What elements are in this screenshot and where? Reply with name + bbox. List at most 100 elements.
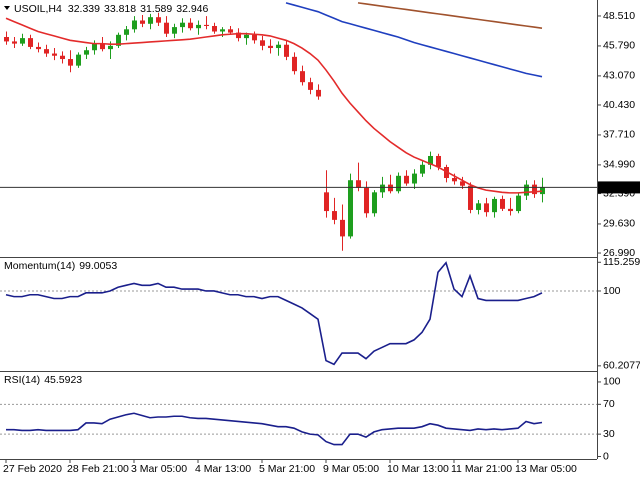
- y-tick-label: 115.2599: [603, 256, 640, 268]
- y-tick-label: 100: [603, 376, 621, 388]
- candle-body: [492, 198, 497, 213]
- indicator-value: 99.0053: [79, 260, 117, 272]
- indicator-title: Momentum(14): [4, 260, 75, 272]
- candle-body: [140, 20, 145, 24]
- main-header: USOIL,H4 32.339 33.818 31.589 32.946: [14, 3, 209, 15]
- candle-body: [164, 22, 169, 34]
- moving-average: [285, 2, 543, 78]
- candle-body: [148, 17, 153, 24]
- y-tick-label: 70: [603, 398, 615, 410]
- momentum-header: Momentum(14) 99.0053: [4, 260, 117, 272]
- low-value: 31.589: [140, 3, 172, 15]
- close-value: 32.946: [176, 3, 208, 15]
- candle-body: [132, 20, 137, 30]
- candle-body: [524, 184, 529, 196]
- candle-body: [180, 22, 185, 28]
- candle-body: [268, 45, 273, 49]
- x-tick-label: 27 Feb 2020: [3, 463, 62, 475]
- candle-body: [52, 53, 57, 56]
- candle-body: [388, 184, 393, 192]
- candle-body: [44, 49, 49, 54]
- candle-body: [516, 195, 521, 212]
- indicator-line: [6, 412, 543, 446]
- candle-body: [452, 178, 457, 182]
- x-tick-label: 28 Feb 21:00: [67, 463, 129, 475]
- indicator-line: [5, 261, 543, 366]
- candle-body: [292, 56, 297, 72]
- indicator-value: 45.5923: [44, 374, 82, 386]
- candle-body: [220, 29, 225, 32]
- y-tick-label: 43.070: [603, 70, 635, 82]
- y-tick-label: 0: [603, 450, 609, 462]
- y-tick-label: 37.710: [603, 129, 635, 141]
- candle-body: [196, 24, 201, 29]
- candle-body: [508, 208, 513, 212]
- x-tick-label: 11 Mar 21:00: [451, 463, 512, 475]
- candle-body: [188, 22, 193, 29]
- candle-body: [404, 175, 409, 184]
- candle-body: [332, 211, 337, 220]
- candle-body: [116, 34, 121, 46]
- x-tick-label: 3 Mar 05:00: [131, 463, 187, 475]
- candle-body: [172, 27, 177, 34]
- candle-body: [4, 37, 9, 42]
- candle-body: [324, 192, 329, 212]
- candle-body: [28, 38, 33, 47]
- candle-body: [124, 29, 129, 35]
- candle-body: [380, 184, 385, 193]
- candle-body: [540, 187, 545, 195]
- candle-body: [476, 203, 481, 210]
- moving-average: [357, 2, 543, 29]
- rsi-header: RSI(14) 45.5923: [4, 374, 82, 386]
- candle-body: [36, 46, 41, 50]
- candle-body: [12, 41, 17, 44]
- y-tick-label: 29.630: [603, 218, 635, 230]
- candle-body: [420, 164, 425, 174]
- y-tick-label: 60.2077: [603, 360, 640, 372]
- candle-body: [460, 181, 465, 186]
- candle-body: [204, 24, 209, 26]
- candle-body: [500, 198, 505, 209]
- candle-body: [100, 43, 105, 50]
- y-tick-label: 40.430: [603, 99, 635, 111]
- candle-body: [252, 34, 257, 41]
- open-value: 32.339: [68, 3, 100, 15]
- candle-body: [308, 82, 313, 90]
- candle-body: [484, 203, 489, 213]
- y-tick-label: 48.510: [603, 10, 635, 22]
- y-tick-label: 26.990: [603, 247, 635, 259]
- candle-body: [276, 44, 281, 49]
- x-tick-label: 5 Mar 21:00: [259, 463, 315, 475]
- candle-body: [316, 89, 321, 97]
- candle-body: [228, 29, 233, 33]
- candle-body: [156, 17, 161, 23]
- candle-body: [68, 59, 73, 66]
- symbol: USOIL,H4: [14, 3, 62, 15]
- candle-body: [428, 155, 433, 165]
- candle-body: [436, 155, 441, 167]
- price-box-label: 32.946: [603, 181, 635, 193]
- candle-body: [364, 187, 369, 214]
- candle-body: [284, 44, 289, 57]
- candle-body: [356, 180, 361, 188]
- candle-body: [300, 71, 305, 83]
- y-tick-label: 100: [603, 285, 621, 297]
- menu-arrow[interactable]: [4, 6, 10, 10]
- moving-average: [5, 17, 543, 194]
- candle-body: [60, 55, 65, 60]
- candle-body: [244, 34, 249, 39]
- candle-body: [468, 185, 473, 210]
- candle-body: [92, 43, 97, 51]
- candle-body: [212, 25, 217, 32]
- price-box: [598, 181, 640, 194]
- y-tick-label: 30: [603, 428, 615, 440]
- x-tick-label: 9 Mar 05:00: [323, 463, 379, 475]
- candle-body: [236, 32, 241, 39]
- candle-body: [20, 38, 25, 44]
- y-tick-label: 45.790: [603, 40, 635, 52]
- candle-body: [372, 192, 377, 214]
- candle-body: [412, 173, 417, 184]
